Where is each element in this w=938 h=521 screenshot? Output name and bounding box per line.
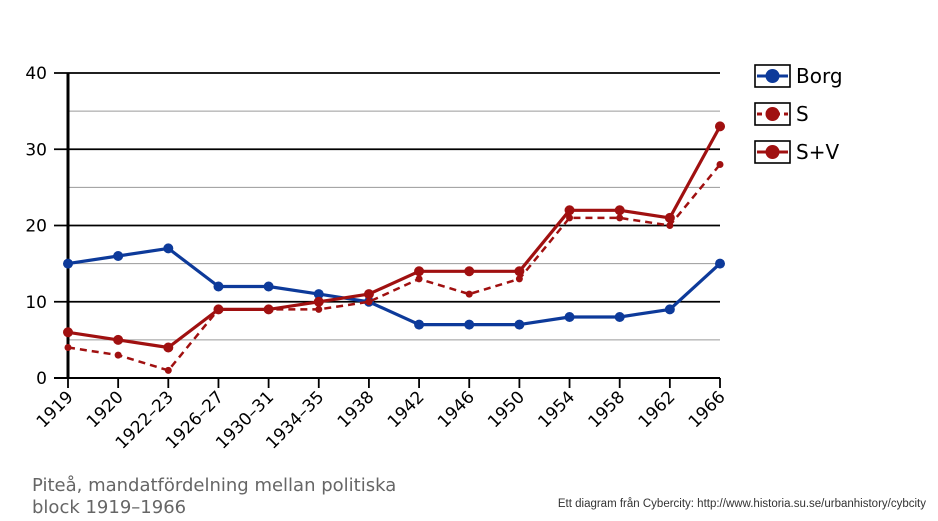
data-point: [414, 266, 425, 277]
x-tick-label: 1919: [33, 387, 78, 432]
series-line: [67, 125, 722, 350]
data-point: [515, 275, 523, 283]
data-point: [313, 289, 324, 300]
y-tick-label: 40: [25, 64, 47, 84]
y-tick-label: 30: [25, 140, 47, 160]
data-point: [464, 266, 475, 277]
data-point: [213, 304, 224, 315]
data-point: [313, 296, 324, 307]
data-point: [315, 305, 323, 313]
data-point: [616, 214, 624, 222]
data-point: [715, 258, 725, 269]
x-tick-label: 1938: [334, 387, 379, 432]
data-point: [213, 281, 224, 292]
data-point: [113, 334, 124, 345]
data-point: [114, 351, 122, 359]
data-point: [566, 214, 574, 222]
caption-line-1: Piteå, mandatfördelning mellan politiska: [32, 475, 397, 496]
data-point: [164, 366, 172, 374]
x-tick-label: 1950: [484, 387, 529, 432]
data-point: [514, 319, 525, 330]
grid-lines: [54, 72, 720, 341]
data-point: [113, 251, 124, 261]
data-point: [464, 319, 475, 330]
data-point: [414, 319, 425, 330]
data-point: [664, 212, 675, 223]
data-point: [163, 342, 174, 353]
x-tick-label: 1966: [685, 387, 730, 432]
data-point: [666, 222, 674, 229]
legend-label: Borg: [796, 64, 843, 88]
x-tick-label: 1942: [384, 387, 429, 432]
series-lines: [63, 121, 725, 374]
y-tick-label: 0: [36, 369, 47, 389]
data-point: [365, 298, 373, 306]
series-line: [67, 246, 722, 327]
data-point: [465, 290, 473, 298]
data-point: [63, 258, 73, 269]
source-credit: Ett diagram från Cybercity: http://www.h…: [557, 498, 926, 510]
data-point: [63, 327, 73, 338]
legend-label: S+V: [796, 140, 839, 164]
x-tick-label: 1958: [584, 387, 629, 432]
data-point: [564, 312, 575, 322]
axes: [54, 73, 721, 388]
data-point: [163, 243, 174, 254]
data-point: [263, 281, 274, 292]
x-tick-label: 1954: [534, 387, 579, 432]
x-tick-label: 1920: [83, 387, 128, 432]
data-point: [363, 289, 374, 300]
data-point: [664, 304, 675, 315]
data-point: [263, 304, 274, 315]
y-tick-label: 10: [25, 293, 47, 313]
legend: Borg S S+V: [754, 64, 843, 164]
legend-swatch-marker: [765, 145, 780, 159]
chart-caption: Piteå, mandatfördelning mellan politiska…: [32, 475, 452, 519]
data-point: [64, 344, 72, 351]
legend-swatch-marker: [765, 69, 780, 83]
caption-line-2: block 1919–1966: [32, 497, 187, 518]
data-point: [564, 205, 575, 216]
y-tick-label: 20: [25, 217, 47, 237]
data-point: [614, 312, 625, 322]
series-line: [67, 163, 721, 372]
data-point: [716, 161, 724, 168]
legend-label: S: [796, 102, 809, 126]
legend-swatch-marker: [765, 107, 780, 121]
data-point: [614, 205, 625, 216]
x-tick-label: 1946: [434, 387, 479, 432]
data-point: [715, 121, 725, 132]
x-tick-label: 1962: [635, 387, 680, 432]
data-point: [514, 266, 525, 277]
data-point: [415, 275, 423, 283]
